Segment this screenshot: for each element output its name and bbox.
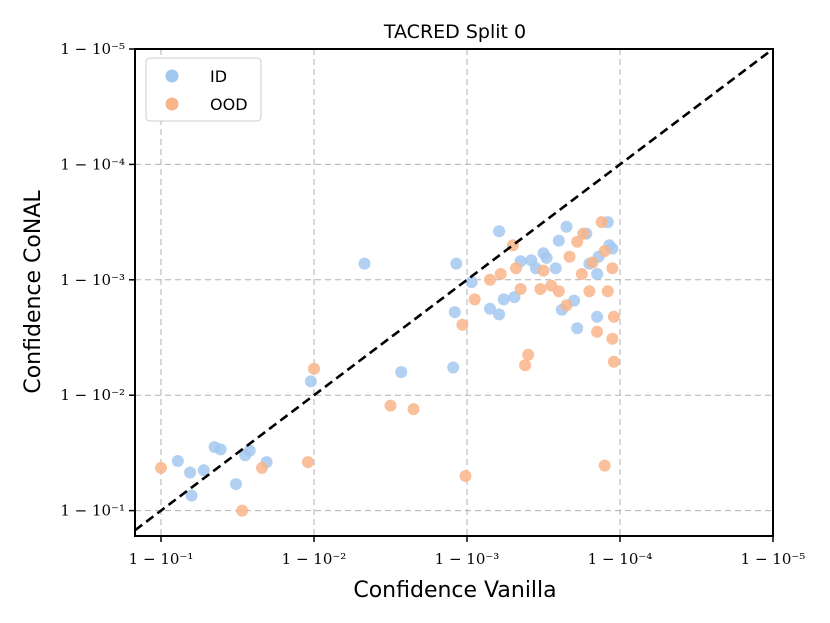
point-id — [484, 302, 496, 315]
point-ood — [560, 299, 573, 312]
y-axis-ticks: 1 − 10⁻¹ 1 − 10⁻² 1 − 10⁻³ 1 − 10⁻⁴ 1 − 10⁻⁵ — [60, 40, 135, 520]
point-ood — [514, 283, 527, 295]
point-id — [493, 308, 506, 321]
y-tick-label: 1 − 10⁻⁵ — [60, 40, 125, 58]
point-id — [493, 225, 506, 238]
point-id — [197, 464, 210, 477]
point-ood — [236, 504, 249, 517]
plot-frame — [134, 48, 774, 537]
legend-marker-id — [165, 69, 179, 83]
point-id — [508, 291, 521, 304]
point-id — [447, 361, 460, 374]
point-id — [591, 268, 604, 280]
point-ood — [308, 362, 320, 375]
point-ood — [607, 355, 620, 368]
point-id — [395, 366, 408, 379]
point-id — [214, 443, 227, 456]
x-tick-label: 1 − 10⁻¹ — [129, 550, 194, 568]
x-axis-ticks: 1 − 10⁻¹ 1 − 10⁻² 1 − 10⁻³ 1 − 10⁻⁴ 1 − 10⁻⁵ — [129, 536, 806, 568]
point-id — [465, 276, 478, 289]
point-ood — [606, 262, 619, 275]
point-id — [230, 478, 242, 491]
y-tick-label: 1 − 10⁻² — [60, 386, 125, 404]
point-id — [497, 293, 510, 306]
point-ood — [552, 285, 565, 298]
point-id — [185, 489, 198, 502]
point-ood — [519, 359, 532, 372]
point-ood — [459, 470, 472, 482]
point-ood — [575, 268, 588, 280]
point-ood — [534, 283, 547, 295]
point-ood — [301, 456, 314, 469]
point-id — [591, 310, 604, 323]
point-id — [304, 375, 317, 388]
x-tick-label: 1 − 10⁻³ — [435, 550, 500, 568]
chart-title: TACRED Split 0 — [383, 21, 526, 43]
point-id — [552, 234, 565, 247]
point-id — [450, 257, 463, 270]
point-id — [571, 322, 584, 335]
x-tick-label: 1 − 10⁻⁴ — [588, 550, 653, 568]
y-tick-label: 1 − 10⁻¹ — [60, 502, 125, 520]
x-tick-label: 1 − 10⁻⁵ — [741, 550, 806, 568]
point-id — [560, 220, 573, 233]
x-axis-label: Confidence Vanilla — [353, 578, 556, 603]
point-ood — [484, 273, 496, 286]
point-ood — [591, 325, 604, 338]
point-ood — [155, 461, 167, 474]
point-id — [171, 455, 184, 467]
point-id — [448, 306, 461, 319]
point-ood — [537, 264, 550, 277]
point-ood — [456, 318, 469, 331]
point-id — [358, 257, 371, 270]
point-ood — [598, 245, 611, 257]
point-ood — [510, 262, 522, 275]
point-ood — [607, 310, 620, 323]
point-ood — [384, 399, 397, 412]
point-ood — [494, 268, 507, 280]
point-ood — [522, 348, 535, 361]
data-points — [155, 216, 620, 517]
legend-label-id: ID — [210, 67, 227, 86]
x-tick-label: 1 − 10⁻² — [282, 550, 347, 568]
legend: ID OOD — [145, 57, 262, 122]
point-id — [540, 251, 553, 264]
point-ood — [595, 216, 608, 229]
point-ood — [583, 285, 596, 298]
y-tick-label: 1 − 10⁻⁴ — [60, 155, 125, 173]
point-ood — [468, 293, 481, 306]
diagonal-reference-line — [134, 47, 774, 532]
legend-marker-ood — [165, 97, 179, 111]
point-ood — [577, 227, 590, 240]
point-ood — [256, 461, 268, 474]
point-ood — [586, 256, 599, 269]
point-ood — [563, 250, 576, 263]
point-id — [243, 444, 256, 457]
point-ood — [407, 403, 420, 416]
point-ood — [601, 285, 614, 298]
point-id — [184, 466, 197, 479]
y-tick-label: 1 − 10⁻³ — [60, 271, 125, 289]
y-axis-label: Confidence CoNAL — [21, 190, 46, 394]
point-ood — [598, 459, 611, 472]
legend-label-ood: OOD — [210, 95, 248, 114]
point-ood — [606, 332, 619, 345]
grid-lines — [135, 49, 773, 536]
point-id — [549, 262, 562, 275]
